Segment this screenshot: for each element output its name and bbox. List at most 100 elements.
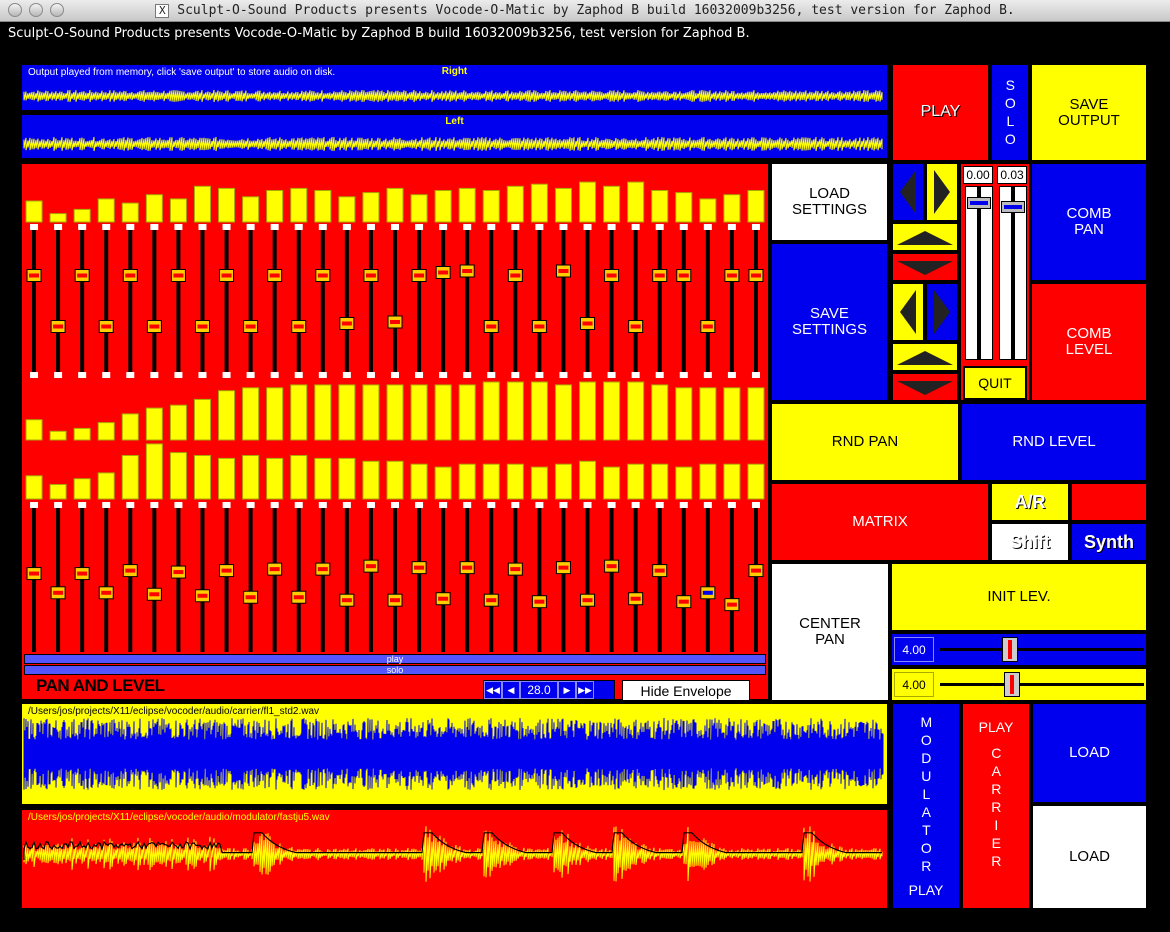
pan-meter-bar[interactable] bbox=[266, 190, 284, 223]
level-slider-track[interactable] bbox=[393, 504, 397, 652]
level-slider-top-cap[interactable] bbox=[583, 502, 592, 508]
quit-button[interactable]: QUIT bbox=[963, 366, 1027, 400]
level-meter-top-bar[interactable] bbox=[218, 390, 236, 441]
pan-slider-bottom-cap[interactable] bbox=[487, 372, 496, 378]
pan-meter-bar[interactable] bbox=[482, 190, 500, 223]
level-slider-track[interactable] bbox=[320, 504, 325, 652]
level-slider-track[interactable] bbox=[417, 504, 422, 652]
pan-meter-bar[interactable] bbox=[627, 181, 645, 223]
pan-slider-bottom-cap[interactable] bbox=[366, 372, 375, 378]
output-right-wave[interactable]: Output played from memory, click 'save o… bbox=[20, 63, 889, 112]
level-meter-top-bar[interactable] bbox=[290, 384, 308, 441]
pan-slider-top-cap[interactable] bbox=[342, 224, 351, 230]
pan-slider-knob-mark[interactable] bbox=[678, 273, 689, 278]
level-slider-knob-mark[interactable] bbox=[29, 571, 40, 576]
rnd-level-button[interactable]: RND LEVEL bbox=[960, 402, 1148, 482]
pan-slider-bottom-cap[interactable] bbox=[703, 372, 712, 378]
level-slider-top-cap[interactable] bbox=[655, 502, 664, 508]
load-modulator-button[interactable]: LOAD bbox=[1031, 804, 1148, 910]
level-slider-track[interactable] bbox=[465, 504, 470, 652]
pan-slider-top-cap[interactable] bbox=[439, 224, 448, 230]
level-slider-track[interactable] bbox=[248, 504, 253, 652]
level-meter-top-bar[interactable] bbox=[362, 384, 380, 441]
pan-slider-knob-mark[interactable] bbox=[630, 324, 641, 329]
level-meter-bottom-bar[interactable] bbox=[242, 455, 260, 500]
pan-slider-knob-mark[interactable] bbox=[149, 324, 160, 329]
pan-meter-bar[interactable] bbox=[169, 198, 187, 223]
pan-meter-bar[interactable] bbox=[458, 187, 476, 223]
level-slider-top-cap[interactable] bbox=[126, 502, 135, 508]
pan-meter-bar[interactable] bbox=[699, 198, 717, 223]
comb-right-slider[interactable] bbox=[999, 186, 1027, 360]
level-slider-top-cap[interactable] bbox=[679, 502, 688, 508]
pan-slider-track[interactable] bbox=[633, 226, 638, 376]
pan-slider-knob-mark[interactable] bbox=[726, 273, 737, 278]
level-slider-track[interactable] bbox=[585, 504, 590, 652]
level-slider-knob-mark[interactable] bbox=[534, 599, 545, 604]
pan-slider-bottom-cap[interactable] bbox=[559, 372, 568, 378]
level-slider-knob-mark[interactable] bbox=[101, 590, 112, 595]
pan-slider-track[interactable] bbox=[56, 226, 61, 376]
level-meter-bottom-bar[interactable] bbox=[386, 460, 404, 500]
level-slider-top-cap[interactable] bbox=[30, 502, 39, 508]
level-meter-bottom-bar[interactable] bbox=[603, 466, 621, 500]
pan-slider-knob-mark[interactable] bbox=[221, 273, 232, 278]
pan-slider-knob-mark[interactable] bbox=[197, 324, 208, 329]
level-meter-top-bar[interactable] bbox=[410, 384, 428, 441]
pan-slider-track[interactable] bbox=[561, 226, 566, 376]
level-slider-top-cap[interactable] bbox=[487, 502, 496, 508]
pan-slider-track[interactable] bbox=[80, 226, 85, 376]
level-meter-top-bar[interactable] bbox=[242, 387, 260, 441]
output-left-wave[interactable]: Left bbox=[20, 113, 889, 160]
comb-level-button[interactable]: COMB LEVEL bbox=[1030, 282, 1148, 402]
pan-slider-bottom-cap[interactable] bbox=[607, 372, 616, 378]
level-slider-track[interactable] bbox=[272, 504, 277, 652]
level-slider-top-cap[interactable] bbox=[511, 502, 520, 508]
level-meter-bottom-bar[interactable] bbox=[193, 455, 211, 500]
pan-slider-knob-mark[interactable] bbox=[77, 273, 88, 278]
pan-slider-top-cap[interactable] bbox=[583, 224, 592, 230]
pan-slider-bottom-cap[interactable] bbox=[126, 372, 135, 378]
pan-slider-top-cap[interactable] bbox=[246, 224, 255, 230]
level-meter-top-bar[interactable] bbox=[193, 398, 211, 441]
level-slider-knob-mark[interactable] bbox=[269, 567, 280, 572]
level-meter-bottom-bar[interactable] bbox=[434, 466, 452, 500]
pan-meter-bar[interactable] bbox=[242, 196, 260, 223]
level-slider-track[interactable] bbox=[681, 504, 686, 652]
pan-slider-top-cap[interactable] bbox=[679, 224, 688, 230]
init-lev-button[interactable]: INIT LEV. bbox=[890, 562, 1148, 632]
level-meter-top-bar[interactable] bbox=[25, 419, 43, 441]
level-slider-top-cap[interactable] bbox=[463, 502, 472, 508]
pan-slider-knob-mark[interactable] bbox=[438, 270, 449, 275]
level-meter-top-bar[interactable] bbox=[145, 407, 163, 441]
level-slider-knob-mark[interactable] bbox=[317, 567, 328, 572]
pan-slider-top-cap[interactable] bbox=[102, 224, 111, 230]
pan-slider-bottom-cap[interactable] bbox=[54, 372, 63, 378]
pan-slider-knob-mark[interactable] bbox=[750, 273, 761, 278]
pan-meter-bar[interactable] bbox=[651, 190, 669, 223]
pan-meter-bar[interactable] bbox=[73, 208, 91, 223]
level-slider-track[interactable] bbox=[753, 504, 758, 652]
level-slider-top-cap[interactable] bbox=[535, 502, 544, 508]
pan-slider-bottom-cap[interactable] bbox=[463, 372, 472, 378]
pan-meter-bar[interactable] bbox=[338, 196, 356, 223]
pan-slider-bottom-cap[interactable] bbox=[751, 372, 760, 378]
level-slider-track[interactable] bbox=[705, 504, 710, 652]
save-settings-button[interactable]: SAVE SETTINGS bbox=[770, 242, 889, 402]
level-meter-top-bar[interactable] bbox=[723, 387, 741, 441]
spin-value[interactable]: 28.0 bbox=[520, 681, 558, 699]
init-slider-1[interactable]: 4.00 bbox=[890, 632, 1148, 667]
pan-slider-track[interactable] bbox=[705, 226, 710, 376]
pan-meter-bar[interactable] bbox=[506, 185, 524, 223]
right-arrow-icon[interactable]: ▶ bbox=[558, 681, 576, 699]
level-meter-top-bar[interactable] bbox=[603, 381, 621, 441]
pan-slider-knob-mark[interactable] bbox=[462, 269, 473, 273]
level-slider-knob-mark[interactable] bbox=[293, 595, 304, 600]
pan-slider-track[interactable] bbox=[729, 226, 734, 376]
level-up-button[interactable] bbox=[891, 342, 959, 372]
solo-bar[interactable]: solo bbox=[24, 665, 766, 675]
pan-slider-track[interactable] bbox=[465, 226, 470, 376]
pan-slider-track[interactable] bbox=[681, 226, 686, 376]
pan-slider-track[interactable] bbox=[152, 226, 157, 376]
pan-meter-bar[interactable] bbox=[145, 194, 163, 223]
